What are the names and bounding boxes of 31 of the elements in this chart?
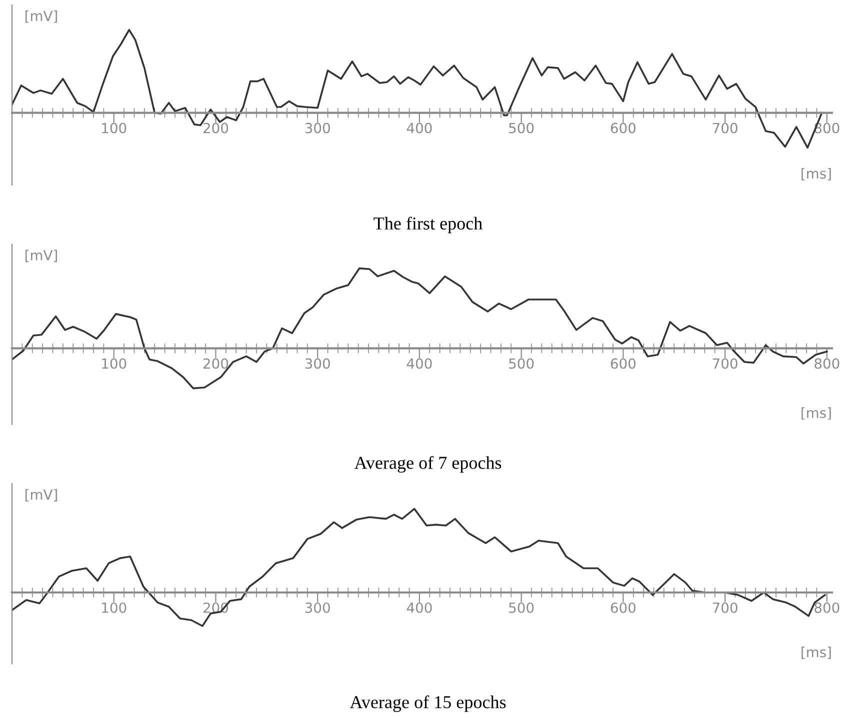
x-axis-title: [ms]: [802, 646, 831, 660]
x-tick-label: 100: [102, 358, 126, 369]
x-tick-label: 400: [406, 358, 432, 369]
x-tick-label: 300: [305, 122, 330, 134]
y-axis-title: [mV]: [25, 250, 57, 262]
x-tick-label: 600: [610, 602, 636, 613]
x-tick-label: 500: [509, 122, 534, 134]
text: The first epoch: [374, 216, 482, 234]
x-tick-label: 700: [712, 358, 738, 369]
x-tick-label: 400: [406, 122, 432, 134]
x-tick-label: 800: [814, 358, 840, 369]
x-tick-label: 800: [814, 602, 840, 613]
text: Average of 7 epochs: [354, 456, 502, 473]
x-tick-label: 300: [305, 358, 330, 369]
x-tick-label: 600: [610, 122, 636, 134]
x-tick-label: 200: [203, 358, 228, 369]
x-tick-label: 400: [406, 602, 432, 613]
x-tick-label: 700: [712, 122, 738, 134]
text: Average of 15 epochs: [350, 695, 506, 712]
x-tick-label: 600: [610, 358, 636, 369]
x-tick-label: 700: [712, 602, 738, 613]
x-tick-label: 200: [203, 122, 228, 134]
x-tick-label: 500: [509, 602, 534, 613]
x-tick-label: 500: [509, 358, 534, 369]
y-axis-title: [mV]: [25, 489, 57, 502]
x-tick-label: 100: [102, 122, 126, 134]
x-tick-label: 300: [305, 602, 330, 613]
x-axis-title: [ms]: [802, 168, 831, 180]
y-axis-title: [mV]: [25, 10, 57, 23]
x-axis-title: [ms]: [802, 407, 831, 420]
x-tick-label: 100: [102, 602, 126, 613]
